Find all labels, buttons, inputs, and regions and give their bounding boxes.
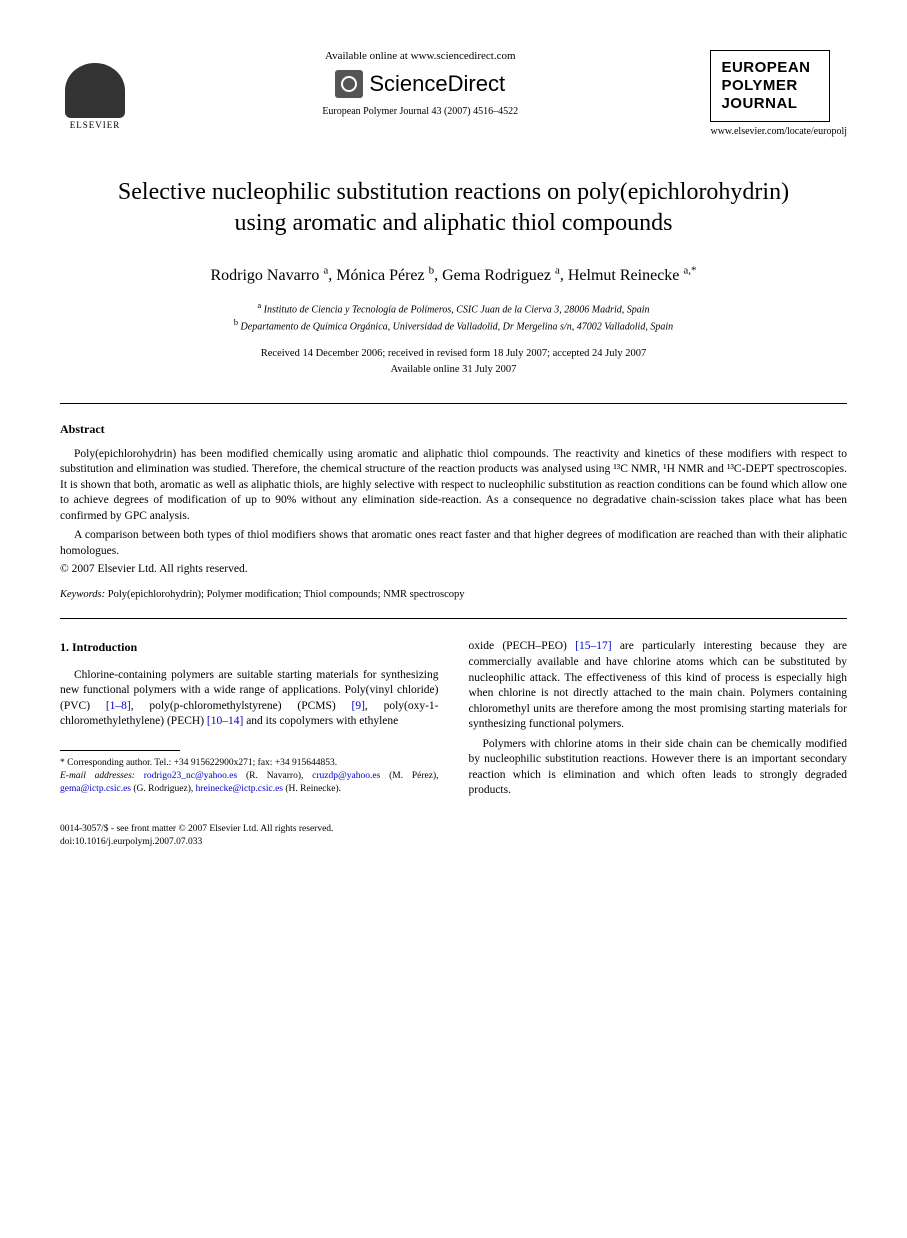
email-link[interactable]: hreinecke@ictp.csic.es: [196, 784, 283, 794]
elsevier-logo: ELSEVIER: [60, 50, 130, 130]
email-label: E-mail addresses:: [60, 771, 135, 781]
journal-line3: JOURNAL: [721, 95, 819, 113]
abstract-copyright: © 2007 Elsevier Ltd. All rights reserved…: [60, 563, 847, 575]
affiliations: a Instituto de Ciencia y Tecnología de P…: [60, 300, 847, 335]
article-dates: Received 14 December 2006; received in r…: [60, 346, 847, 378]
page-footer: 0014-3057/$ - see front matter © 2007 El…: [60, 823, 847, 850]
journal-brand-block: EUROPEAN POLYMER JOURNAL www.elsevier.co…: [710, 50, 847, 137]
intro-para-left: Chlorine-containing polymers are suitabl…: [60, 668, 439, 730]
sciencedirect-icon: [335, 70, 363, 98]
sciencedirect-text: ScienceDirect: [369, 71, 505, 97]
rule-top: [60, 403, 847, 404]
citation-line: European Polymer Journal 43 (2007) 4516–…: [150, 106, 690, 117]
affiliation: a Instituto de Ciencia y Tecnología de P…: [60, 300, 847, 317]
article-title: Selective nucleophilic substitution reac…: [90, 177, 817, 239]
sciencedirect-logo: ScienceDirect: [150, 70, 690, 98]
footnote-separator: [60, 750, 180, 751]
dates-available: Available online 31 July 2007: [60, 362, 847, 378]
abstract-p2: A comparison between both types of thiol…: [60, 528, 847, 559]
left-column: 1. Introduction Chlorine-containing poly…: [60, 639, 439, 802]
page-header: ELSEVIER Available online at www.science…: [60, 50, 847, 137]
intro-para-right-1: oxide (PECH–PEO) [15–17] are particularl…: [469, 639, 848, 732]
footer-doi: doi:10.1016/j.eurpolymj.2007.07.033: [60, 836, 847, 849]
corresponding-author: * Corresponding author. Tel.: +34 915622…: [60, 757, 439, 770]
journal-line1: EUROPEAN: [721, 59, 819, 77]
body-columns: 1. Introduction Chlorine-containing poly…: [60, 639, 847, 802]
keywords-line: Keywords: Poly(epichlorohydrin); Polymer…: [60, 589, 847, 600]
email-link[interactable]: cruzdp@yahoo.es: [312, 771, 380, 781]
ref-link[interactable]: [9]: [352, 700, 365, 712]
author: Helmut Reinecke a,*: [568, 267, 697, 284]
center-header: Available online at www.sciencedirect.co…: [130, 50, 710, 117]
journal-line2: POLYMER: [721, 77, 819, 95]
right-column: oxide (PECH–PEO) [15–17] are particularl…: [469, 639, 848, 802]
abstract-p1: Poly(epichlorohydrin) has been modified …: [60, 447, 847, 525]
rule-bottom: [60, 618, 847, 619]
affiliation: b Departamento de Química Orgánica, Univ…: [60, 317, 847, 334]
email-link[interactable]: rodrigo23_nc@yahoo.es: [144, 771, 237, 781]
journal-title-box: EUROPEAN POLYMER JOURNAL: [710, 50, 830, 122]
journal-url: www.elsevier.com/locate/europolj: [710, 126, 847, 137]
abstract-body: Poly(epichlorohydrin) has been modified …: [60, 447, 847, 560]
author: Gema Rodriguez a: [442, 267, 560, 284]
ref-link[interactable]: [10–14]: [207, 715, 243, 727]
footnotes: * Corresponding author. Tel.: +34 915622…: [60, 757, 439, 797]
authors-line: Rodrigo Navarro a, Mónica Pérez b, Gema …: [60, 264, 847, 284]
available-online-text: Available online at www.sciencedirect.co…: [150, 50, 690, 62]
author: Mónica Pérez b: [336, 267, 434, 284]
section-1-heading: 1. Introduction: [60, 639, 439, 655]
author: Rodrigo Navarro a: [210, 267, 328, 284]
email-link[interactable]: gema@ictp.csic.es: [60, 784, 131, 794]
footer-copyright: 0014-3057/$ - see front matter © 2007 El…: [60, 823, 847, 836]
keywords-label: Keywords:: [60, 589, 105, 600]
dates-received: Received 14 December 2006; received in r…: [60, 346, 847, 362]
intro-para-right-2: Polymers with chlorine atoms in their si…: [469, 737, 848, 799]
email-addresses: E-mail addresses: rodrigo23_nc@yahoo.es …: [60, 770, 439, 797]
ref-link[interactable]: [15–17]: [575, 640, 611, 652]
ref-link[interactable]: [1–8]: [106, 700, 131, 712]
keywords-text: Poly(epichlorohydrin); Polymer modificat…: [108, 589, 465, 600]
abstract-heading: Abstract: [60, 422, 847, 437]
elsevier-label: ELSEVIER: [70, 120, 121, 130]
elsevier-tree-icon: [65, 63, 125, 118]
